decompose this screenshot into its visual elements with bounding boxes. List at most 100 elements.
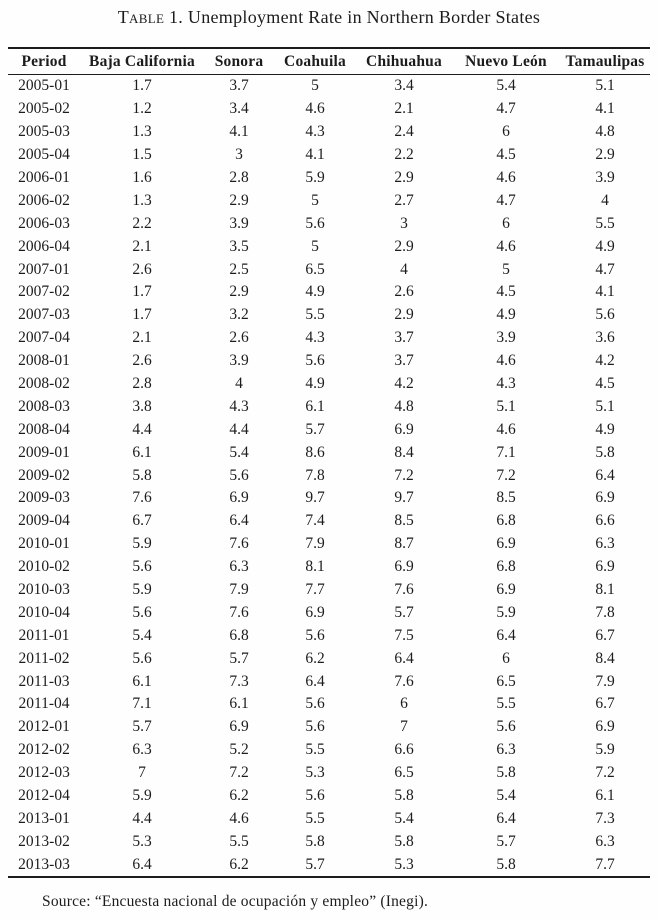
value-cell: 4.9 <box>305 283 325 301</box>
value-cell: 4.1 <box>595 283 615 301</box>
value-cell: 7 <box>138 764 146 782</box>
value-cell: 6.9 <box>496 535 516 553</box>
value-cell: 6.7 <box>595 695 615 713</box>
table-row: 2010-04 5.6 7.6 6.9 5.7 5.9 7.8 <box>8 601 650 624</box>
value-cell: 4 <box>601 191 609 209</box>
value-cell: 5.6 <box>229 466 249 484</box>
value-cell: 2.9 <box>229 191 249 209</box>
value-cell: 5.1 <box>496 397 516 415</box>
period-cell: 2011-01 <box>18 626 70 644</box>
value-cell: 3.9 <box>229 352 249 370</box>
value-cell: 5.2 <box>229 741 249 759</box>
value-cell: 4 <box>235 375 243 393</box>
table-row: 2008-03 3.8 4.3 6.1 4.8 5.1 5.1 <box>8 395 650 418</box>
value-cell: 4.1 <box>305 146 325 164</box>
table-row: 2011-04 7.1 6.1 5.6 6 5.5 6.7 <box>8 693 650 716</box>
value-cell: 6.4 <box>496 809 516 827</box>
value-cell: 3.9 <box>229 214 249 232</box>
value-cell: 5.5 <box>305 809 325 827</box>
period-cell: 2008-01 <box>18 352 70 370</box>
value-cell: 5.7 <box>132 718 152 736</box>
value-cell: 6.4 <box>496 626 516 644</box>
value-cell: 5.5 <box>496 695 516 713</box>
period-cell: 2007-02 <box>18 283 70 301</box>
value-cell: 6.8 <box>496 512 516 530</box>
table-row: 2010-03 5.9 7.9 7.7 7.6 6.9 8.1 <box>8 579 650 602</box>
column-header: Sonora <box>204 48 274 75</box>
value-cell: 7.9 <box>305 535 325 553</box>
value-cell: 3 <box>235 146 243 164</box>
value-cell: 5.4 <box>394 809 414 827</box>
value-cell: 2.7 <box>394 191 414 209</box>
value-cell: 2.5 <box>229 260 249 278</box>
value-cell: 3.7 <box>394 352 414 370</box>
value-cell: 2.9 <box>595 146 615 164</box>
value-cell: 7.6 <box>132 489 152 507</box>
value-cell: 6.6 <box>595 512 615 530</box>
value-cell: 1.7 <box>132 306 152 324</box>
value-cell: 7.2 <box>394 466 414 484</box>
table-row: 2008-02 2.8 4 4.9 4.2 4.3 4.5 <box>8 373 650 396</box>
value-cell: 1.2 <box>132 100 152 118</box>
value-cell: 5.8 <box>394 832 414 850</box>
table-row: 2005-04 1.5 3 4.1 2.2 4.5 2.9 <box>8 144 650 167</box>
value-cell: 2.6 <box>229 329 249 347</box>
value-cell: 2.1 <box>132 237 152 255</box>
value-cell: 5.7 <box>394 603 414 621</box>
value-cell: 6 <box>502 649 510 667</box>
value-cell: 5.9 <box>305 169 325 186</box>
table-row: 2005-02 1.2 3.4 4.6 2.1 4.7 4.1 <box>8 98 650 121</box>
value-cell: 4.6 <box>496 420 516 438</box>
value-cell: 3.8 <box>132 397 152 415</box>
value-cell: 8.1 <box>305 558 325 576</box>
value-cell: 4.4 <box>132 420 152 438</box>
value-cell: 6.4 <box>132 855 152 873</box>
value-cell: 6.2 <box>305 649 325 667</box>
value-cell: 7.6 <box>229 603 249 621</box>
period-cell: 2008-04 <box>18 420 70 438</box>
value-cell: 5.9 <box>132 787 152 805</box>
value-cell: 6.9 <box>229 489 249 507</box>
value-cell: 4.6 <box>496 237 516 255</box>
value-cell: 4.9 <box>595 420 615 438</box>
value-cell: 6.3 <box>229 558 249 576</box>
value-cell: 3.7 <box>229 77 249 95</box>
value-cell: 5.3 <box>132 832 152 850</box>
table-row: 2012-01 5.7 6.9 5.6 7 5.6 6.9 <box>8 716 650 739</box>
value-cell: 6.2 <box>229 787 249 805</box>
value-cell: 5 <box>502 260 510 278</box>
value-cell: 2.8 <box>132 375 152 393</box>
period-cell: 2012-03 <box>18 764 70 782</box>
table-row: 2007-02 1.7 2.9 4.9 2.6 4.5 4.1 <box>8 281 650 304</box>
value-cell: 6.1 <box>229 695 249 713</box>
table-row: 2013-03 6.4 6.2 5.7 5.3 5.8 7.7 <box>8 853 650 877</box>
column-header: Nuevo León <box>452 48 560 75</box>
value-cell: 4.6 <box>496 169 516 186</box>
table-row: 2011-01 5.4 6.8 5.6 7.5 6.4 6.7 <box>8 624 650 647</box>
value-cell: 2.4 <box>394 123 414 141</box>
table-row: 2012-03 7 7.2 5.3 6.5 5.8 7.2 <box>8 762 650 785</box>
value-cell: 4.6 <box>305 100 325 118</box>
value-cell: 8.6 <box>305 443 325 461</box>
value-cell: 6.9 <box>305 603 325 621</box>
value-cell: 7.9 <box>595 672 615 690</box>
value-cell: 6.7 <box>132 512 152 530</box>
value-cell: 6.3 <box>595 535 615 553</box>
value-cell: 5.7 <box>229 649 249 667</box>
table-row: 2009-03 7.6 6.9 9.7 9.7 8.5 6.9 <box>8 487 650 510</box>
value-cell: 5.6 <box>132 603 152 621</box>
value-cell: 6 <box>502 123 510 141</box>
value-cell: 6.9 <box>394 558 414 576</box>
value-cell: 5 <box>311 237 319 255</box>
value-cell: 1.3 <box>132 123 152 141</box>
value-cell: 7.2 <box>229 764 249 782</box>
value-cell: 4.3 <box>496 375 516 393</box>
value-cell: 5.9 <box>132 581 152 599</box>
period-cell: 2010-03 <box>18 581 70 599</box>
value-cell: 3.9 <box>595 169 615 186</box>
table-row: 2009-02 5.8 5.6 7.8 7.2 7.2 6.4 <box>8 464 650 487</box>
value-cell: 6.1 <box>595 787 615 805</box>
value-cell: 1.3 <box>132 191 152 209</box>
value-cell: 6.9 <box>394 420 414 438</box>
period-cell: 2007-03 <box>18 306 70 324</box>
